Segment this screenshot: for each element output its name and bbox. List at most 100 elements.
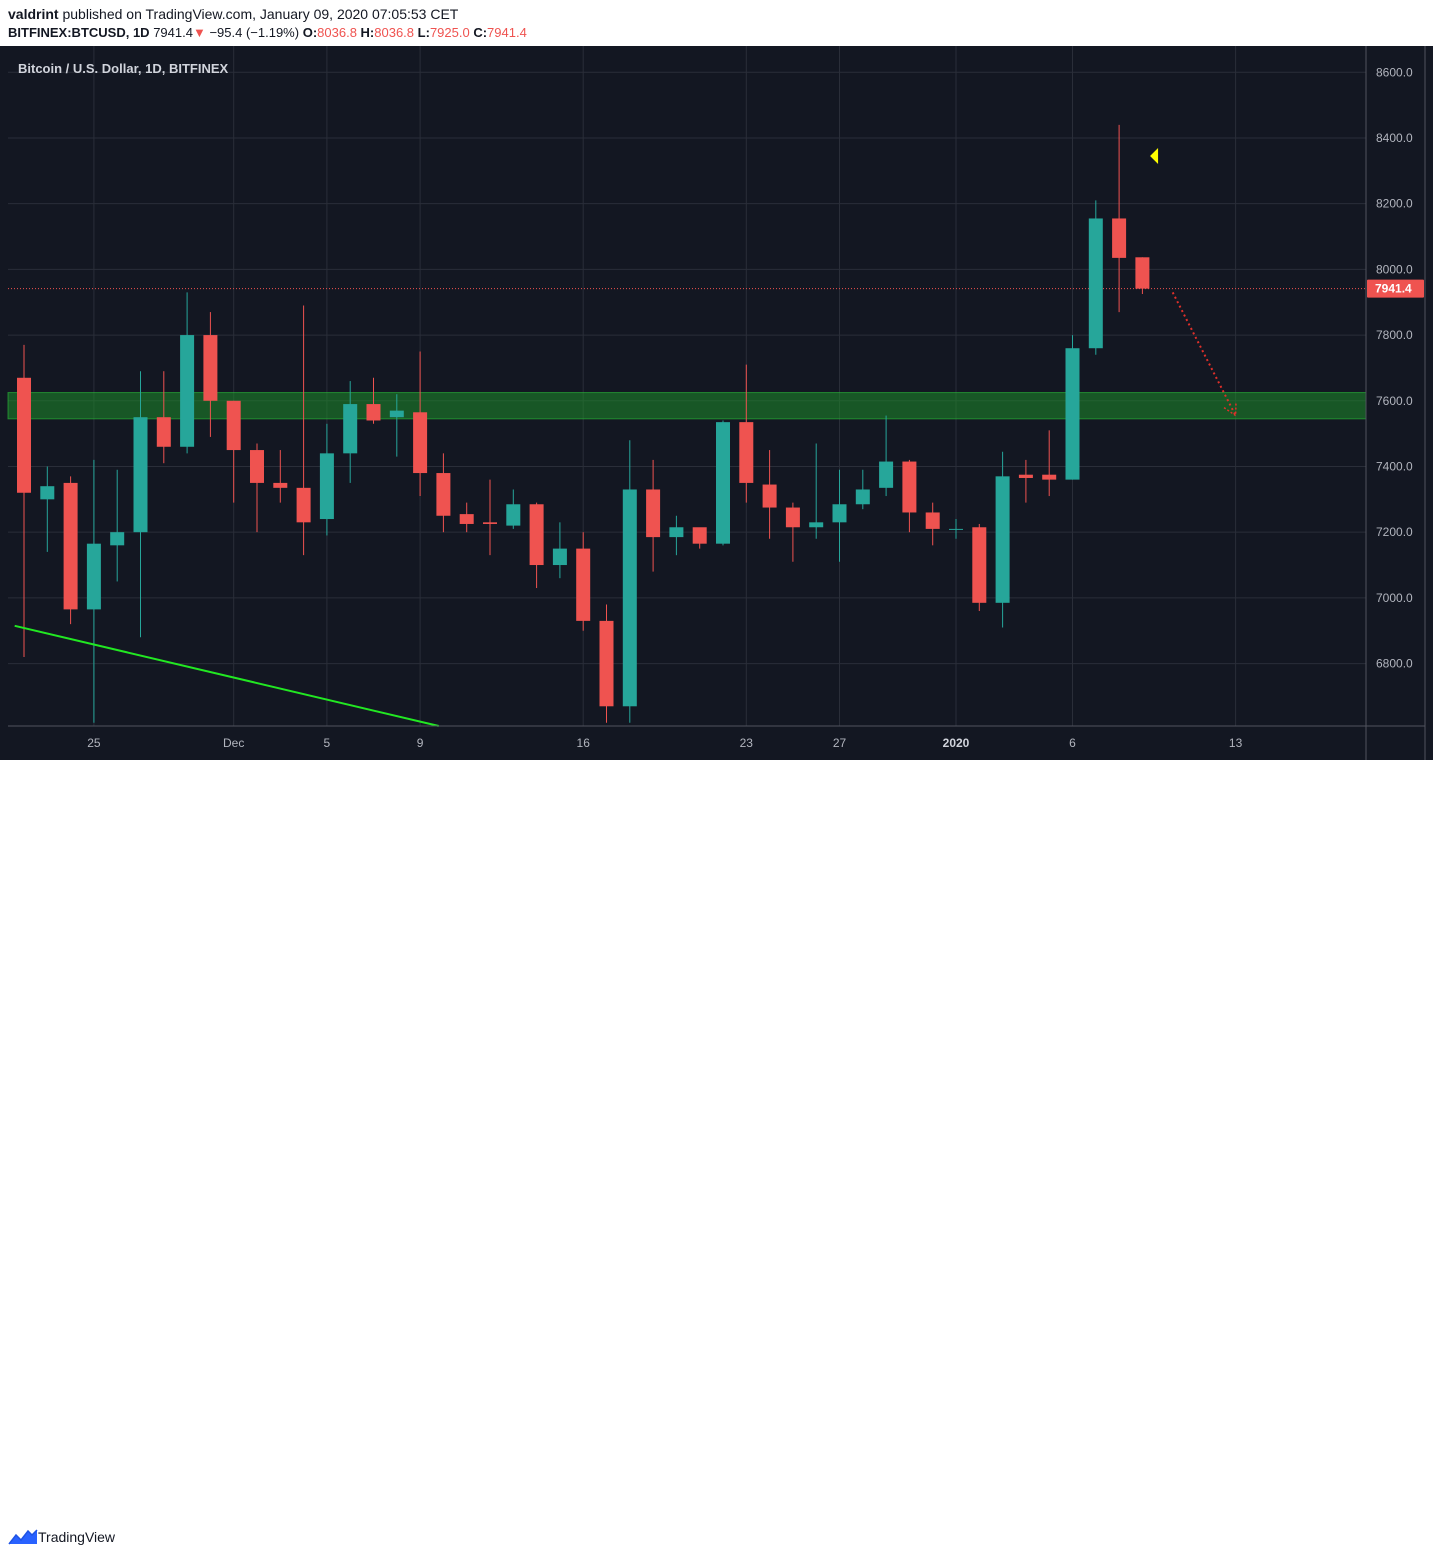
last-price-badge (1367, 279, 1424, 298)
candle (972, 523, 987, 612)
candle-body (389, 410, 404, 418)
candle-body (529, 504, 544, 566)
candle (110, 469, 125, 582)
candle-body (506, 504, 521, 526)
candle-body (133, 417, 148, 533)
candle (879, 415, 894, 497)
price-tick-label: 6800.0 (1376, 657, 1413, 671)
price-tick-label: 7000.0 (1376, 591, 1413, 605)
candle-body (203, 335, 218, 401)
candle (1135, 257, 1150, 295)
price-tick-label: 8600.0 (1376, 65, 1413, 79)
time-tick-label: Dec (223, 736, 244, 750)
candle (63, 476, 78, 625)
tradingview-logo-icon[interactable] (8, 1527, 38, 1547)
candle-body (576, 548, 591, 621)
candle (203, 312, 218, 437)
candle (692, 527, 707, 549)
candle (739, 364, 754, 503)
candle (133, 371, 148, 638)
candle-body (483, 522, 497, 524)
price-tick-label: 7800.0 (1376, 328, 1413, 342)
symbol-label: BITFINEX:BTCUSD, 1D (8, 25, 150, 40)
close-label: C: (473, 25, 488, 40)
yellow-marker-icon[interactable] (1150, 148, 1159, 165)
candle-body (226, 400, 241, 451)
candlestick-chart[interactable]: Bitcoin / U.S. Dollar, 1D, BITFINEX 8600… (0, 46, 1433, 760)
candle-body (63, 482, 78, 610)
last-price: 7941.4 (153, 25, 193, 40)
footer: TradingView (0, 760, 1433, 1545)
candle (1065, 335, 1080, 480)
descending-trendline[interactable] (14, 624, 439, 727)
candle (622, 440, 637, 723)
candles (17, 124, 1150, 723)
candle-body (180, 335, 195, 447)
price-tick-label: 7200.0 (1376, 525, 1413, 539)
candle (366, 377, 381, 424)
open-label: O: (302, 25, 318, 40)
candle (250, 443, 264, 533)
candle-body (156, 417, 171, 447)
price-change: −95.4 (−1.19%) (209, 25, 300, 40)
open-value: 8036.8 (317, 25, 357, 40)
candle-body (832, 504, 847, 523)
time-tick-label: 16 (577, 736, 591, 750)
projection-arrow-line[interactable] (1171, 291, 1237, 417)
candle (1018, 459, 1033, 503)
candle (389, 394, 404, 457)
candle-body (739, 422, 754, 483)
candle (949, 519, 963, 539)
time-tick-label: 9 (417, 736, 424, 750)
chart-container[interactable]: Bitcoin / U.S. Dollar, 1D, BITFINEX 8600… (0, 46, 1433, 760)
author-name[interactable]: valdrint (8, 6, 59, 22)
candle (995, 451, 1010, 628)
candle (855, 469, 870, 510)
candle (809, 443, 824, 539)
candle (273, 450, 288, 503)
price-tick-label: 8200.0 (1376, 197, 1413, 211)
candle-body (995, 476, 1010, 603)
candle-body (925, 512, 940, 529)
publisher-line: valdrint published on TradingView.com, J… (8, 6, 458, 22)
high-value: 8036.8 (374, 25, 415, 40)
candle-body (459, 514, 474, 524)
candle (646, 459, 661, 572)
candle (506, 489, 521, 529)
high-label: H: (360, 25, 375, 40)
candle-body (413, 412, 428, 474)
candle (156, 371, 171, 464)
candle-body (949, 528, 963, 530)
price-tick-label: 8000.0 (1376, 262, 1413, 276)
published-text: published on TradingView.com, January 09… (62, 6, 459, 22)
candle-body (785, 507, 800, 528)
price-axis[interactable]: 8600.0 8400.0 8200.0 8000.0 7800.0 7600.0 7400… (1376, 65, 1413, 670)
candle-body (809, 522, 824, 528)
projection-arrow-head (1223, 401, 1237, 417)
candle-body (762, 484, 777, 508)
candle-body (436, 473, 451, 516)
candle (576, 532, 591, 631)
candle (459, 502, 474, 533)
candle-body (250, 450, 264, 483)
candle-body (1135, 257, 1150, 289)
price-tick-label: 8400.0 (1376, 131, 1413, 145)
candle (343, 381, 358, 483)
low-value: 7925.0 (429, 25, 470, 40)
candle-body (17, 377, 31, 493)
candle (925, 502, 940, 546)
candle (1042, 430, 1057, 497)
candle (902, 459, 917, 533)
chart-legend-title: Bitcoin / U.S. Dollar, 1D, BITFINEX (18, 61, 229, 76)
time-axis[interactable]: 25 Dec 5 9 16 23 27 2020 6 13 (87, 736, 1242, 750)
candle-body (552, 548, 567, 566)
candle (552, 522, 567, 579)
candle-body (86, 543, 101, 610)
time-tick-label: 23 (740, 736, 754, 750)
candle (40, 466, 55, 552)
candle (17, 344, 31, 658)
price-axis-panel[interactable] (1366, 46, 1433, 726)
candle (716, 420, 730, 546)
tradingview-brand[interactable]: TradingView (38, 1529, 116, 1545)
candle-body (366, 404, 381, 421)
